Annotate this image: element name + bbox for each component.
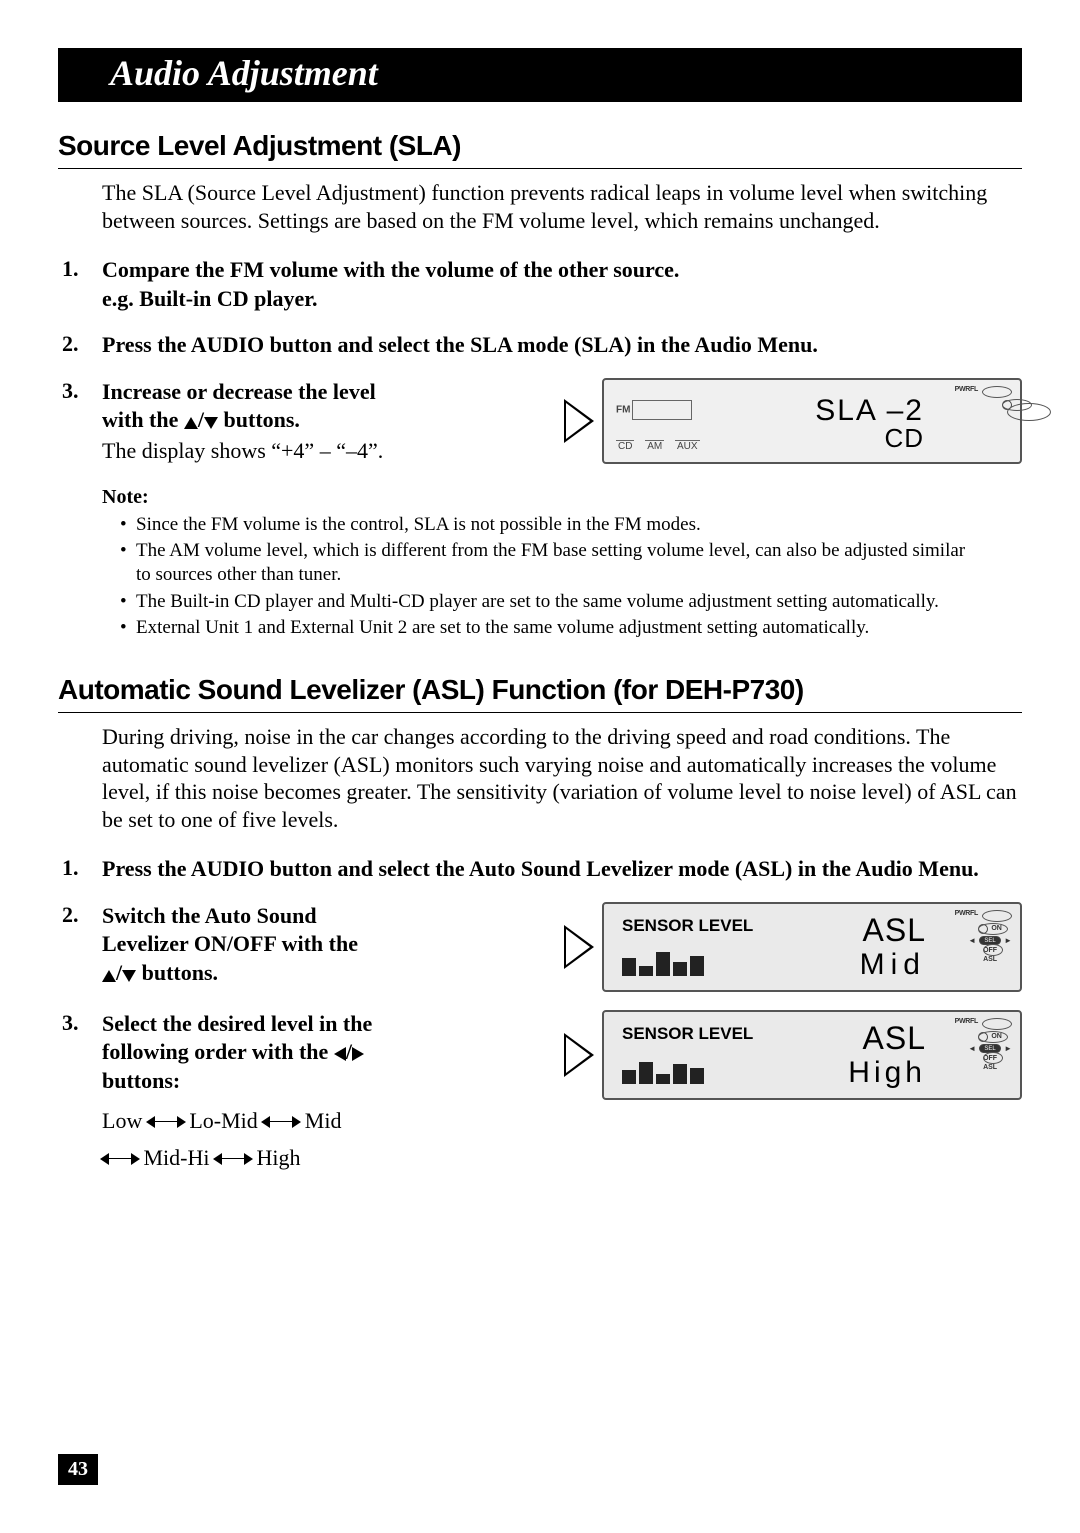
section-heading-sla: Source Level Adjustment (SLA)	[58, 130, 1022, 162]
lcd-asl-text: ASL	[863, 1020, 926, 1057]
lcd-illustration-asl-mid: SENSOR LEVEL ASL Mid PWRFL ON	[564, 902, 1022, 992]
lcd-level-text: Mid	[860, 948, 926, 982]
step-text: Select the desired level in the	[102, 1010, 462, 1039]
spectrum-icon	[622, 1062, 704, 1084]
step-text: Switch the Auto Sound	[102, 902, 462, 931]
note-item: The Built-in CD player and Multi-CD play…	[120, 590, 982, 614]
page-number: 43	[58, 1454, 98, 1485]
asl-step-1: Press the AUDIO button and select the Au…	[62, 855, 1022, 884]
step-text: Levelizer ON/OFF with the	[102, 930, 462, 959]
section-divider	[58, 712, 1022, 713]
sla-step-2: Press the AUDIO button and select the SL…	[62, 331, 1022, 360]
sla-intro: The SLA (Source Level Adjustment) functi…	[102, 179, 1022, 234]
spectrum-icon	[622, 952, 704, 976]
asl-step-2: Switch the Auto Sound Levelizer ON/OFF w…	[62, 902, 1022, 992]
note-item: External Unit 1 and External Unit 2 are …	[120, 616, 982, 640]
lcd-illustration-sla: FM CD AM AUX SLA –2 CD	[564, 378, 1022, 464]
lcd-panel: SENSOR LEVEL ASL High PWRFL ON	[602, 1010, 1022, 1100]
triangle-icon	[564, 925, 594, 969]
right-arrow-icon	[352, 1047, 364, 1061]
note-item: The AM volume level, which is different …	[120, 539, 982, 588]
step-text: e.g. Built-in CD player.	[102, 285, 1022, 314]
down-arrow-icon	[204, 417, 218, 429]
lcd-panel: SENSOR LEVEL ASL Mid PWRFL ON	[602, 902, 1022, 992]
note-item: Since the FM volume is the control, SLA …	[120, 513, 982, 537]
up-arrow-icon	[102, 970, 116, 982]
section-divider	[58, 168, 1022, 169]
step-text: with the / buttons.	[102, 406, 462, 435]
step-text: Press the AUDIO button and select the Au…	[102, 855, 1022, 884]
note-list: Since the FM volume is the control, SLA …	[120, 513, 982, 641]
step-text: following order with the /	[102, 1038, 462, 1067]
step-subtext: The display shows “+4” – “–4”.	[102, 437, 462, 466]
step-text: / buttons.	[102, 959, 462, 988]
sla-step-3: Increase or decrease the level with the …	[62, 378, 1022, 466]
lcd-illustration-asl-high: SENSOR LEVEL ASL High PWRFL ON	[564, 1010, 1022, 1100]
section-heading-asl: Automatic Sound Levelizer (ASL) Function…	[58, 674, 1022, 706]
lcd-sub-text: CD	[884, 423, 924, 454]
lcd-asl-text: ASL	[863, 912, 926, 949]
up-arrow-icon	[184, 417, 198, 429]
asl-step-3: Select the desired level in the followin…	[62, 1010, 1022, 1177]
triangle-icon	[564, 1033, 594, 1077]
lcd-level-text: High	[848, 1056, 926, 1090]
left-arrow-icon	[334, 1047, 346, 1061]
sla-step-1: Compare the FM volume with the volume of…	[62, 256, 1022, 313]
step-text: Press the AUDIO button and select the SL…	[102, 331, 1022, 360]
step-text: Compare the FM volume with the volume of…	[102, 256, 1022, 285]
page-title-bar: Audio Adjustment	[58, 48, 1022, 102]
level-sequence: Low Lo-Mid Mid Mid-Hi High	[102, 1102, 462, 1177]
note-label: Note:	[102, 486, 1022, 509]
down-arrow-icon	[122, 970, 136, 982]
step-text: Increase or decrease the level	[102, 378, 462, 407]
triangle-icon	[564, 399, 594, 443]
lcd-panel: FM CD AM AUX SLA –2 CD	[602, 378, 1022, 464]
step-text: buttons:	[102, 1067, 462, 1096]
asl-intro: During driving, noise in the car changes…	[102, 723, 1022, 833]
